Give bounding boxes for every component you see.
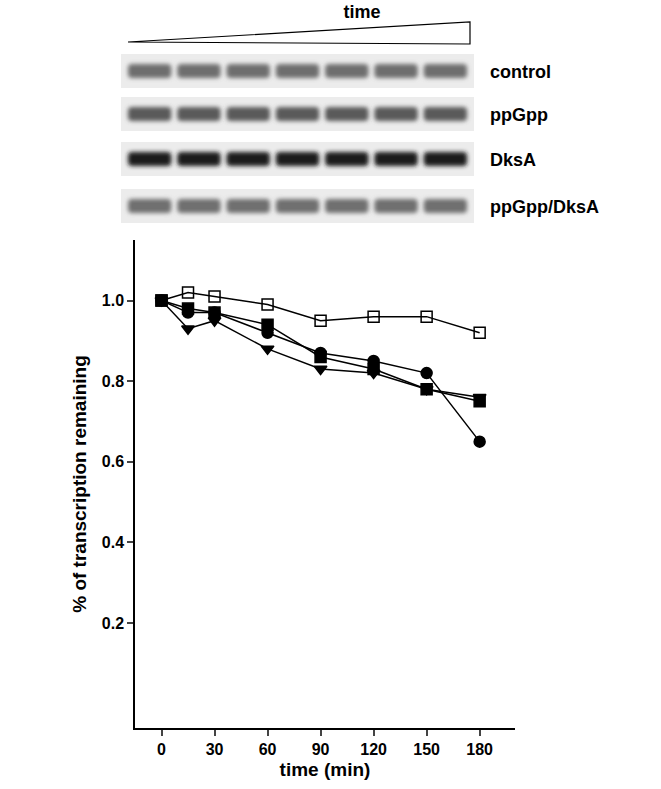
svg-text:60: 60 bbox=[259, 741, 277, 758]
svg-text:0.6: 0.6 bbox=[102, 453, 124, 470]
svg-text:time (min): time (min) bbox=[280, 759, 371, 780]
svg-text:0.4: 0.4 bbox=[102, 534, 124, 551]
svg-text:0: 0 bbox=[157, 741, 166, 758]
svg-text:1.0: 1.0 bbox=[102, 292, 124, 309]
svg-text:ppGpp: ppGpp bbox=[490, 105, 548, 125]
svg-text:control: control bbox=[490, 62, 551, 82]
svg-text:% of transcription remaining: % of transcription remaining bbox=[69, 355, 90, 613]
svg-text:90: 90 bbox=[312, 741, 330, 758]
svg-text:time: time bbox=[343, 2, 380, 22]
svg-text:DksA: DksA bbox=[490, 150, 536, 170]
svg-text:150: 150 bbox=[413, 741, 440, 758]
svg-text:ppGpp/DksA: ppGpp/DksA bbox=[490, 197, 599, 217]
svg-text:30: 30 bbox=[206, 741, 224, 758]
svg-text:0.8: 0.8 bbox=[102, 373, 124, 390]
svg-text:120: 120 bbox=[360, 741, 387, 758]
svg-text:180: 180 bbox=[466, 741, 493, 758]
svg-text:0.2: 0.2 bbox=[102, 615, 124, 632]
